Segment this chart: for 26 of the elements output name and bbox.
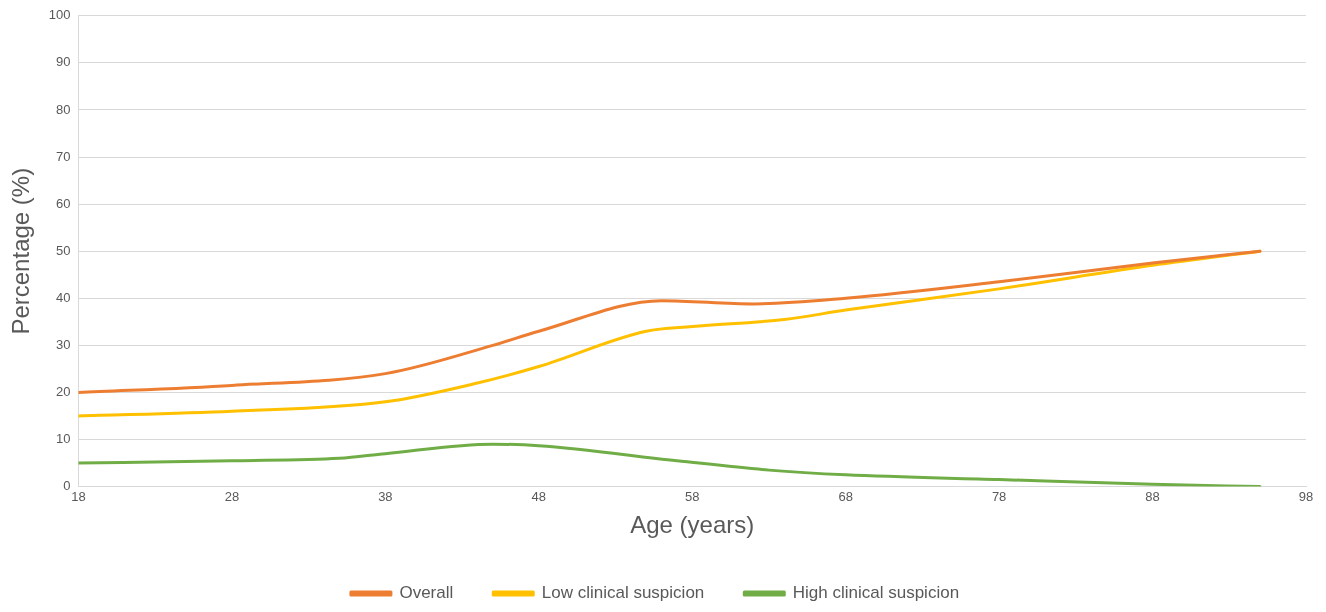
y-tick-label: 30 bbox=[56, 336, 71, 352]
y-tick-label: 60 bbox=[56, 195, 71, 211]
y-tick-label: 0 bbox=[63, 478, 71, 494]
y-tick-label: 90 bbox=[56, 54, 71, 70]
x-tick-label: 38 bbox=[378, 488, 393, 504]
y-tick-label: 50 bbox=[56, 242, 71, 258]
x-tick-label: 98 bbox=[1298, 488, 1314, 504]
y-tick-label: 20 bbox=[56, 384, 71, 400]
x-tick-label: 48 bbox=[531, 488, 547, 504]
x-tick-label: 58 bbox=[685, 488, 700, 504]
legend-label: Overall bbox=[399, 583, 454, 603]
legend-label: High clinical suspicion bbox=[792, 583, 960, 603]
x-tick-label: 78 bbox=[991, 488, 1007, 504]
y-axis-title: Percentage (%) bbox=[7, 167, 35, 335]
y-tick-label: 40 bbox=[56, 289, 71, 305]
x-tick-label: 88 bbox=[1145, 488, 1160, 504]
x-tick-label: 68 bbox=[838, 488, 853, 504]
y-tick-label: 70 bbox=[56, 148, 71, 164]
y-tick-label: 80 bbox=[56, 101, 71, 117]
x-axis-title: Age (years) bbox=[630, 511, 755, 539]
x-tick-label: 18 bbox=[71, 488, 86, 504]
legend-label: Low clinical suspicion bbox=[541, 583, 705, 603]
y-tick-label: 10 bbox=[56, 431, 71, 447]
x-tick-label: 28 bbox=[224, 488, 240, 504]
y-tick-label: 100 bbox=[48, 7, 71, 23]
line-series bbox=[78, 442, 1262, 487]
